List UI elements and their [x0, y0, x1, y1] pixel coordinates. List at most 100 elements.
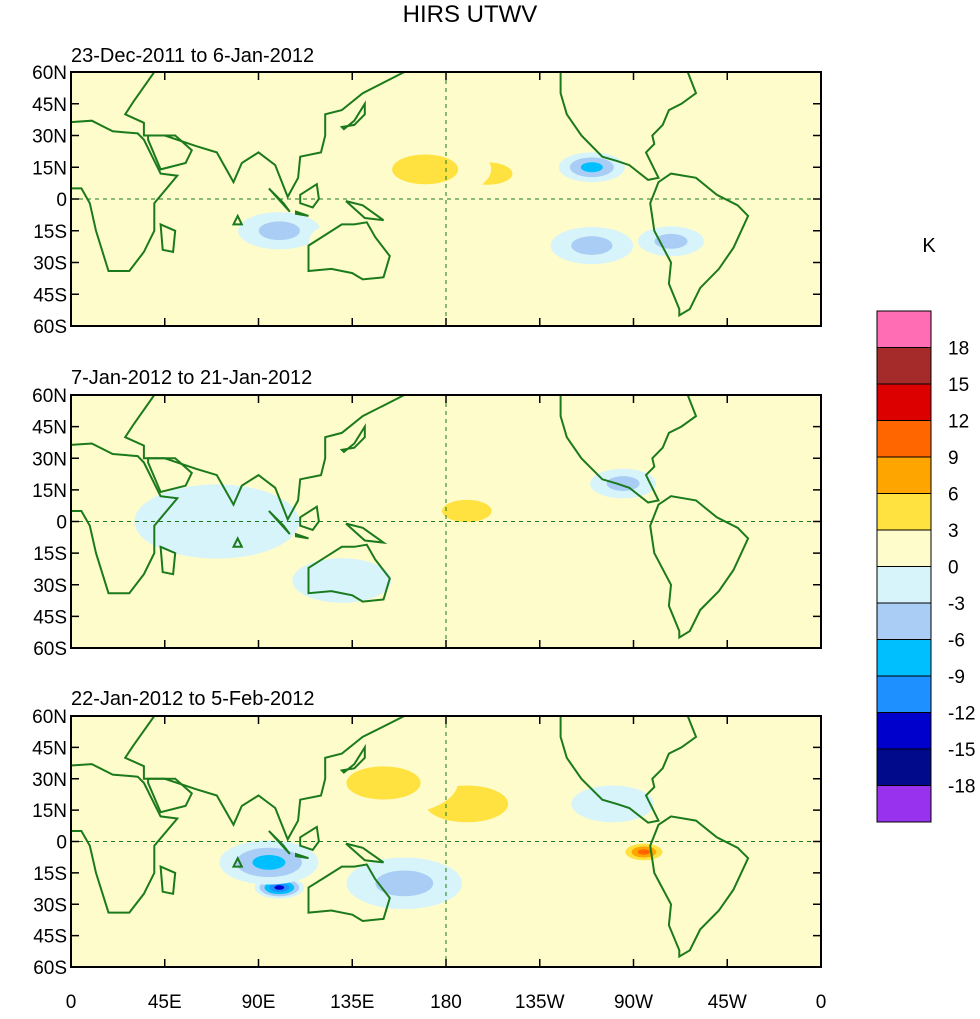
panel-1-coastline-13 [231, 213, 244, 226]
colorbar-box [876, 456, 932, 494]
panel-3-lat-label: 30S [33, 895, 67, 916]
panel-1-lat-label: 60N [32, 63, 67, 84]
chart-title: HIRS UTWV [403, 1, 538, 28]
colorbar-label: 18 [948, 339, 969, 360]
panel-3-lat-label: 15N [32, 801, 67, 822]
panel-1-field [71, 72, 750, 318]
panel-3-lat-label: 30N [32, 770, 67, 791]
colorbar-box [876, 785, 932, 823]
colorbar-label: -12 [948, 704, 975, 725]
colorbar-box [876, 383, 932, 421]
panel-3-coastline-1 [71, 763, 180, 914]
colorbar-box [876, 748, 932, 786]
panel-1-anomaly-6-band-2 [571, 236, 613, 255]
panel-3-lat-label: 45N [32, 738, 67, 759]
panel-2-lat-label: 45S [33, 607, 67, 628]
colorbar-box [876, 347, 932, 385]
panel-3-coastline-3 [147, 777, 194, 814]
colorbar-units: K [922, 235, 936, 257]
panel-2-coastline-10 [295, 532, 309, 540]
panel-1-anomaly-4-band-3 [580, 162, 603, 173]
panel-2-lat-label: 60N [32, 386, 67, 407]
panel-2-coastline-11 [299, 505, 320, 532]
colorbar-box [876, 420, 932, 458]
panel-1-lat-label: 45S [33, 285, 67, 306]
panel-2-coastline-13 [231, 536, 244, 548]
panel-2-anomaly-3-band-1 [292, 558, 392, 603]
panel-3-anomaly-9-band-1 [104, 877, 204, 923]
colorbar-label: 3 [948, 521, 959, 542]
panel-3-coastline-12 [159, 865, 177, 895]
panel-1-lat-label: 0 [56, 190, 67, 211]
panel-3-lat-label: 60N [32, 707, 67, 728]
colorbar-label: -3 [948, 594, 965, 615]
panel-2-coastline-8 [345, 522, 388, 545]
panel-3-coastline-8 [345, 842, 385, 864]
colorbar-box [876, 493, 932, 531]
panel-3-lat-label: 0 [56, 833, 67, 854]
panel-2-coastline-1 [71, 442, 180, 595]
panel-2-field [71, 395, 750, 640]
panel-2-coastline-7 [268, 510, 291, 535]
panel-3-coastline-9 [339, 743, 366, 774]
panel-1-coastline-6 [649, 172, 750, 318]
panel-3-coastline-2 [123, 716, 405, 842]
panel-2-coastline-6 [649, 495, 750, 640]
colorbar-label: 12 [948, 412, 969, 433]
panel-1-lat-label: 30S [33, 254, 67, 275]
panel-2-lat-label: 30S [33, 576, 67, 597]
panel-3-field [71, 716, 813, 959]
panel-1-lat-label: 60S [33, 317, 67, 338]
colorbar-box [876, 712, 932, 750]
panel-2-coastline-9 [339, 423, 366, 454]
colorbar-label: -9 [948, 667, 965, 688]
panel-3-anomaly-3-band-2 [346, 766, 421, 800]
colorbar-label: 6 [948, 485, 959, 506]
panel-1-coastline-2 [123, 72, 405, 200]
panel-1-anomaly-5-band-2 [258, 221, 300, 241]
panel-1-coastline-10 [295, 210, 309, 217]
lon-label: 0 [816, 992, 827, 1013]
panel-2-coastline-2 [123, 395, 405, 522]
panel-3-anomaly-7-band-4 [637, 849, 651, 855]
colorbar-label: 0 [948, 558, 959, 579]
panel-1-coastline-4 [307, 221, 391, 281]
colorbar-box [876, 675, 932, 713]
lon-label: 0 [66, 992, 77, 1013]
colorbar-label: 9 [948, 448, 959, 469]
panel-1-coastline-5 [559, 72, 698, 181]
panel-1-coastline-8 [345, 200, 385, 222]
panel-1-coastline-7 [268, 187, 291, 213]
panel-1-coastline-9 [339, 100, 366, 131]
panel-3-coastline-4 [307, 863, 391, 923]
panel-2-lat-label: 60S [33, 639, 67, 660]
panel-3-coastline-7 [268, 830, 291, 855]
panel-1-coastline-12 [159, 222, 177, 254]
panel-2-coastline-3 [147, 457, 194, 494]
panel-1-lat-label: 15N [32, 158, 67, 179]
panel-3-lat-label: 45S [33, 927, 67, 948]
panel-3-anomaly-4-band-5 [274, 885, 285, 890]
panel-1-anomaly-2-band-2 [392, 154, 459, 185]
lon-label: 45E [148, 992, 182, 1013]
panel-3-anomaly-8-band-1 [571, 785, 654, 823]
panel-3-coastline-10 [295, 852, 309, 860]
lon-label: 135W [515, 992, 565, 1013]
panel-2-anomaly-1-band-2 [442, 499, 492, 523]
panel-1-coastline-3 [147, 134, 194, 171]
colorbar-label: -15 [948, 740, 975, 761]
colorbar-box [876, 529, 932, 567]
panel-1-coastline-11 [299, 182, 320, 209]
panel-3-coastline-6 [649, 815, 750, 959]
panel-3-coastline-11 [299, 825, 320, 852]
panel-2-anomaly-2-band-1 [113, 425, 279, 500]
lon-label: 90E [242, 992, 276, 1013]
panel-2-lat-label: 15S [33, 544, 67, 565]
lon-label: 180 [430, 992, 462, 1013]
panel-1-lat-label: 45N [32, 95, 67, 116]
panel-3-subtitle: 22-Jan-2012 to 5-Feb-2012 [71, 688, 315, 710]
panel-3-anomaly-10-band-1 [746, 837, 813, 867]
panel-2-coastline-4 [307, 543, 391, 603]
panel-3-anomaly-5-band-3 [252, 855, 286, 870]
